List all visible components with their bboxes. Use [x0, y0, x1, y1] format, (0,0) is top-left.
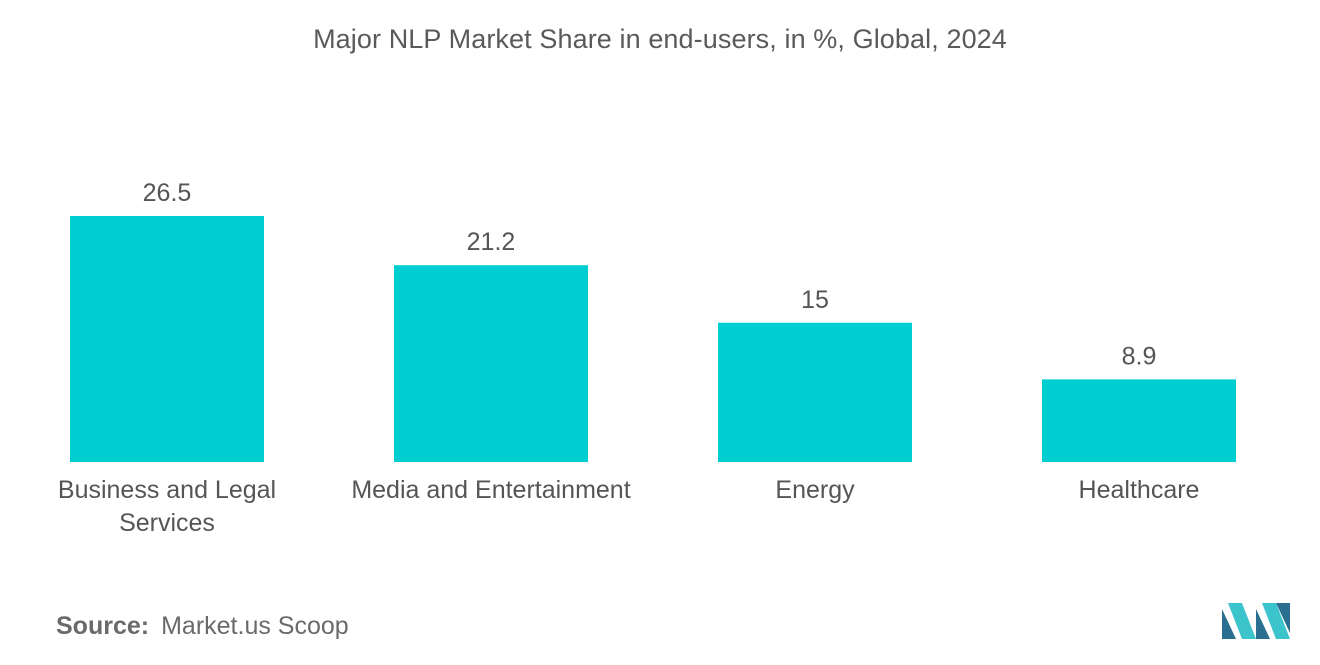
bar-0 — [70, 216, 264, 462]
bar-3 — [1042, 379, 1236, 462]
mordor-logo-icon — [1222, 603, 1290, 639]
bar-chart: 26.5 Business and Legal Services 21.2 Media … — [58, 179, 1236, 537]
source-note: Source: Market.us Scoop — [56, 612, 349, 641]
category-label-0-line-1: Services — [119, 509, 215, 537]
bar-2 — [718, 322, 912, 462]
category-label-2: Energy — [775, 476, 855, 504]
value-label-2: 15 — [801, 286, 829, 314]
source-label: Source: — [56, 612, 150, 640]
chart-title: Major NLP Market Share in end-users, in … — [313, 24, 1007, 54]
category-label-1: Media and Entertainment — [351, 476, 630, 504]
value-label-1: 21.2 — [467, 228, 516, 256]
value-label-3: 8.9 — [1122, 342, 1157, 370]
source-text: Market.us Scoop — [161, 612, 349, 640]
bar-1 — [394, 265, 588, 462]
category-label-0-line-0: Business and Legal — [58, 476, 276, 504]
category-label-3: Healthcare — [1079, 476, 1200, 504]
value-label-0: 26.5 — [143, 179, 192, 207]
